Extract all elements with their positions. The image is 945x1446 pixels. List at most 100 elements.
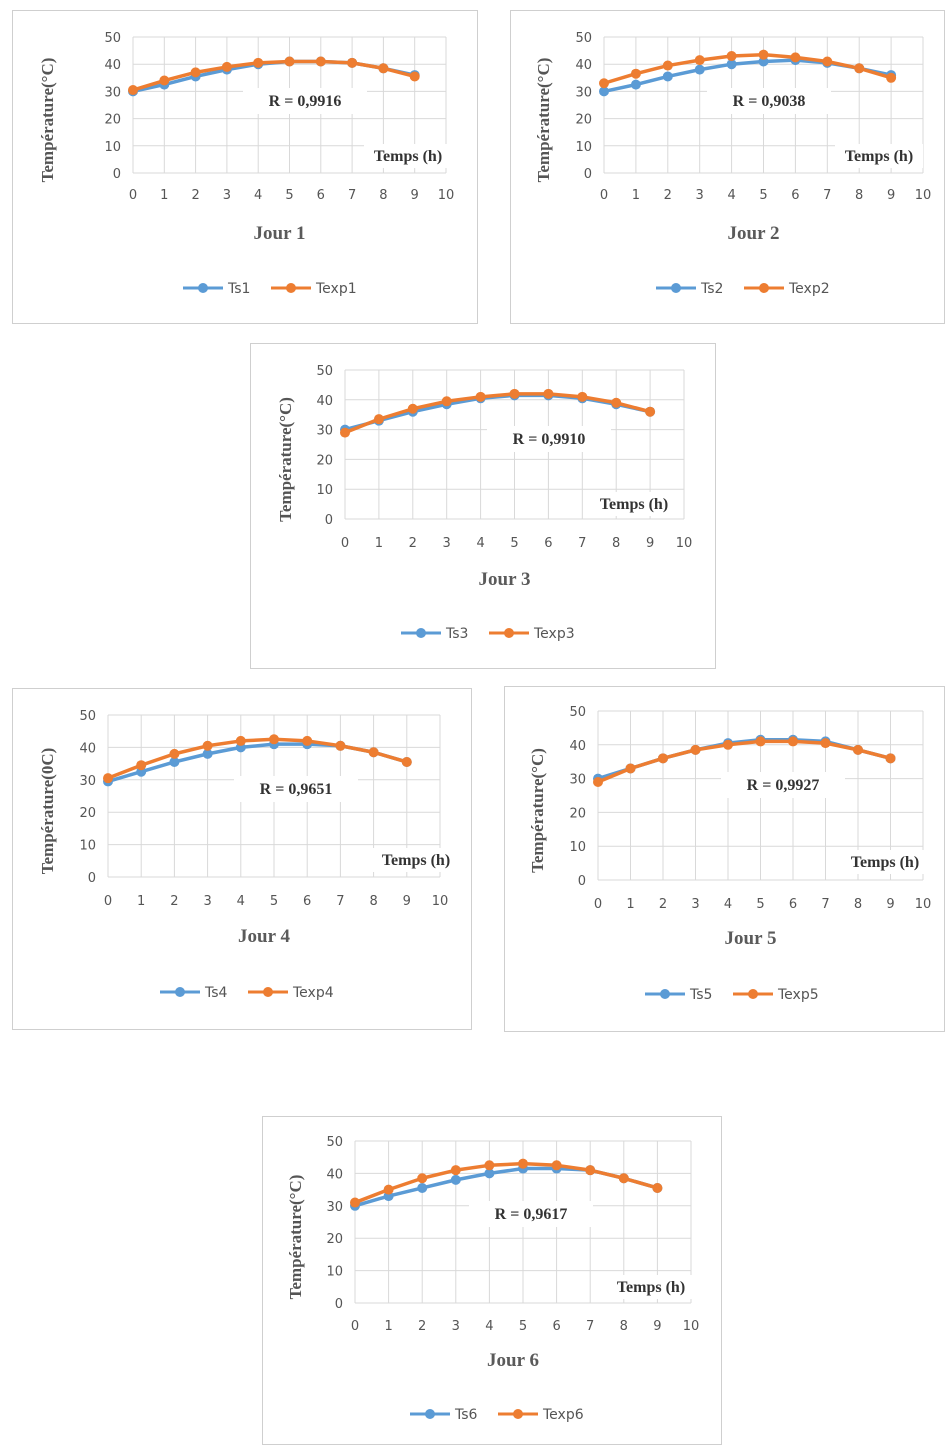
data-point xyxy=(593,776,603,787)
series-Texp4 xyxy=(103,734,412,784)
data-point xyxy=(599,86,609,97)
data-point xyxy=(302,735,313,746)
legend: Ts1 Texp1 xyxy=(183,281,357,297)
x-tick-label: 5 xyxy=(270,894,278,909)
data-point xyxy=(340,427,350,438)
data-point xyxy=(407,403,418,414)
y-tick-label: 40 xyxy=(569,739,586,754)
legend: Ts5 Texp5 xyxy=(645,987,819,1003)
x-tick-label: 10 xyxy=(683,1319,700,1334)
y-tick-label: 30 xyxy=(575,85,592,100)
y-tick-label: 50 xyxy=(104,31,121,46)
annotation-backdrop xyxy=(487,426,611,452)
chart-panel-jour-5: 0 10 20 30 40 50 0 1 2 3 4 5 6 7 8 9 10 Température(°C) Jo… xyxy=(504,686,945,1032)
data-point xyxy=(450,1174,461,1185)
data-point xyxy=(618,1173,629,1184)
x-tick-label: 8 xyxy=(612,536,620,551)
x-tick-label: 10 xyxy=(432,894,449,909)
xlabel-backdrop xyxy=(835,144,923,168)
x-tick-label: 1 xyxy=(626,897,634,912)
x-tick-label: 1 xyxy=(632,188,640,203)
data-point xyxy=(190,67,201,78)
series-Texp2 xyxy=(599,49,897,89)
data-point xyxy=(543,388,554,399)
y-tick-label: 30 xyxy=(569,773,586,788)
data-point xyxy=(658,753,668,764)
x-tick-label: 2 xyxy=(659,897,667,912)
chart-panel-jour-6: 0 10 20 30 40 50 0 1 2 3 4 5 6 7 8 9 10 Température(°C) Jo… xyxy=(262,1116,722,1445)
data-point xyxy=(373,414,384,425)
x-tick-label: 4 xyxy=(727,188,735,203)
legend-label: Texp2 xyxy=(788,281,830,297)
series-line xyxy=(132,59,416,92)
x-tick-label: 0 xyxy=(351,1319,359,1334)
legend-item: Ts2 xyxy=(656,281,723,297)
y-tick-label: 10 xyxy=(575,140,592,155)
data-point xyxy=(335,740,346,751)
x-tick-label: 8 xyxy=(369,894,377,909)
series-Texp5 xyxy=(593,736,896,787)
data-point xyxy=(822,56,833,67)
x-tick-label: 6 xyxy=(789,897,797,912)
y-tick-label: 50 xyxy=(326,1135,343,1150)
y-tick-label: 50 xyxy=(316,364,333,379)
data-point xyxy=(284,56,295,67)
annotation-backdrop xyxy=(234,776,358,802)
chart-panel-jour-2: 0 10 20 30 40 50 0 1 2 3 4 5 6 7 8 9 10 Température(°C) Jo… xyxy=(510,10,945,324)
x-tick-label: 7 xyxy=(348,188,356,203)
x-tick-label: 2 xyxy=(170,894,178,909)
x-tick-label: 4 xyxy=(485,1319,493,1334)
data-point xyxy=(235,735,246,746)
data-point xyxy=(315,56,326,67)
x-tick-label: 10 xyxy=(915,188,932,203)
legend-item: Texp6 xyxy=(498,1407,584,1423)
chart-title: Jour 5 xyxy=(725,928,777,949)
series-line xyxy=(354,1161,658,1205)
y-tick-label: 10 xyxy=(569,840,586,855)
x-axis-label: Temps (h) xyxy=(851,854,919,871)
y-tick-label: 20 xyxy=(326,1232,343,1247)
x-tick-label: 3 xyxy=(443,536,451,551)
data-point xyxy=(509,388,520,399)
y-tick-label: 40 xyxy=(575,58,592,73)
x-tick-label: 9 xyxy=(403,894,411,909)
chart-svg-jour-4: 0 10 20 30 40 50 0 1 2 3 4 5 6 7 8 9 10 Température(0C) Jo… xyxy=(38,709,460,1001)
y-tick-label: 50 xyxy=(575,31,592,46)
data-point xyxy=(599,78,609,89)
x-tick-label: 0 xyxy=(104,894,112,909)
data-point xyxy=(136,760,147,771)
data-point xyxy=(645,406,656,417)
x-tick-label: 8 xyxy=(620,1319,628,1334)
data-point xyxy=(518,1158,528,1169)
legend-label: Ts2 xyxy=(700,281,723,297)
x-tick-label: 8 xyxy=(855,188,863,203)
legend-marker xyxy=(504,628,514,638)
r-annotation: R = 0,9617 xyxy=(495,1206,568,1223)
xlabel-backdrop xyxy=(841,850,929,874)
x-tick-label: 0 xyxy=(594,897,602,912)
x-tick-label: 2 xyxy=(409,536,417,551)
data-point xyxy=(409,71,420,82)
y-tick-label: 40 xyxy=(326,1167,343,1182)
data-point xyxy=(484,1160,495,1171)
legend-marker xyxy=(759,283,769,293)
series-Texp3 xyxy=(340,388,656,438)
data-point xyxy=(202,740,213,751)
series-Texp1 xyxy=(128,56,420,96)
y-tick-label: 20 xyxy=(104,113,121,128)
y-tick-label: 10 xyxy=(326,1265,343,1280)
data-point xyxy=(169,756,180,767)
y-axis-label: Température(°C) xyxy=(528,748,547,873)
data-point xyxy=(253,57,264,68)
y-axis-label: Température(°C) xyxy=(286,1175,305,1300)
x-tick-label: 7 xyxy=(336,894,344,909)
x-tick-label: 5 xyxy=(756,897,764,912)
r-annotation: R = 0,9916 xyxy=(269,93,342,110)
data-point xyxy=(625,763,636,774)
y-axis-label: Température(°C) xyxy=(38,58,57,183)
y-tick-label: 20 xyxy=(316,453,333,468)
y-tick-label: 20 xyxy=(569,806,586,821)
xlabel-backdrop xyxy=(372,848,460,872)
y-tick-label: 20 xyxy=(79,806,96,821)
legend-item: Texp2 xyxy=(744,281,830,297)
